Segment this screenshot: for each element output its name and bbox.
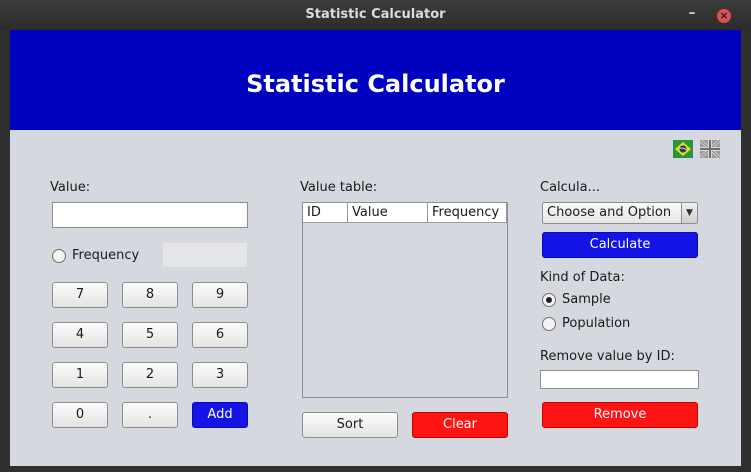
- frequency-input[interactable]: [162, 242, 248, 268]
- value-table-label: Value table:: [300, 180, 378, 195]
- title-bar: Statistic Calculator – ×: [0, 0, 751, 30]
- key-5-button[interactable]: 5: [122, 322, 178, 348]
- population-label: Population: [562, 316, 631, 331]
- remove-button[interactable]: Remove: [542, 402, 698, 428]
- column-value[interactable]: Value: [348, 203, 428, 223]
- table-header: ID Value Frequency: [303, 203, 507, 223]
- clear-button[interactable]: Clear: [412, 412, 508, 438]
- population-radio[interactable]: [542, 317, 556, 331]
- sample-radio[interactable]: [542, 293, 556, 307]
- key-1-button[interactable]: 1: [52, 362, 108, 388]
- value-table[interactable]: ID Value Frequency: [302, 202, 508, 398]
- uk-flag-icon[interactable]: [700, 140, 720, 158]
- frequency-label: Frequency: [72, 248, 140, 263]
- key-2-button[interactable]: 2: [122, 362, 178, 388]
- value-label: Value:: [50, 180, 91, 195]
- minimize-icon[interactable]: –: [688, 5, 696, 21]
- calculate-button[interactable]: Calculate: [542, 232, 698, 258]
- frequency-radio[interactable]: [52, 249, 66, 263]
- brazil-flag-icon[interactable]: [673, 140, 693, 158]
- key-7-button[interactable]: 7: [52, 282, 108, 308]
- key-0-button[interactable]: 0: [52, 402, 108, 428]
- key-6-button[interactable]: 6: [192, 322, 248, 348]
- calculate-label: Calcula...: [540, 180, 601, 195]
- window-title: Statistic Calculator: [305, 7, 446, 22]
- calculation-select[interactable]: Choose and Option ▼: [542, 202, 698, 224]
- remove-id-input[interactable]: [540, 370, 699, 389]
- select-value: Choose and Option: [547, 205, 672, 220]
- chevron-down-icon[interactable]: ▼: [681, 203, 697, 223]
- key-9-button[interactable]: 9: [192, 282, 248, 308]
- remove-by-id-label: Remove value by ID:: [540, 349, 675, 364]
- close-icon[interactable]: ×: [717, 9, 731, 23]
- column-id[interactable]: ID: [303, 203, 348, 223]
- kind-of-data-label: Kind of Data:: [540, 270, 625, 285]
- key-8-button[interactable]: 8: [122, 282, 178, 308]
- page-title: Statistic Calculator: [246, 70, 505, 98]
- key-dot-button[interactable]: .: [122, 402, 178, 428]
- key-3-button[interactable]: 3: [192, 362, 248, 388]
- column-frequency[interactable]: Frequency: [428, 203, 507, 223]
- main-panel: Statistic Calculator Value: Frequency 7 …: [10, 30, 741, 466]
- value-input[interactable]: [52, 202, 248, 228]
- sample-label: Sample: [562, 292, 611, 307]
- sort-button[interactable]: Sort: [302, 412, 398, 438]
- header-banner: Statistic Calculator: [10, 30, 741, 130]
- key-4-button[interactable]: 4: [52, 322, 108, 348]
- add-button[interactable]: Add: [192, 402, 248, 428]
